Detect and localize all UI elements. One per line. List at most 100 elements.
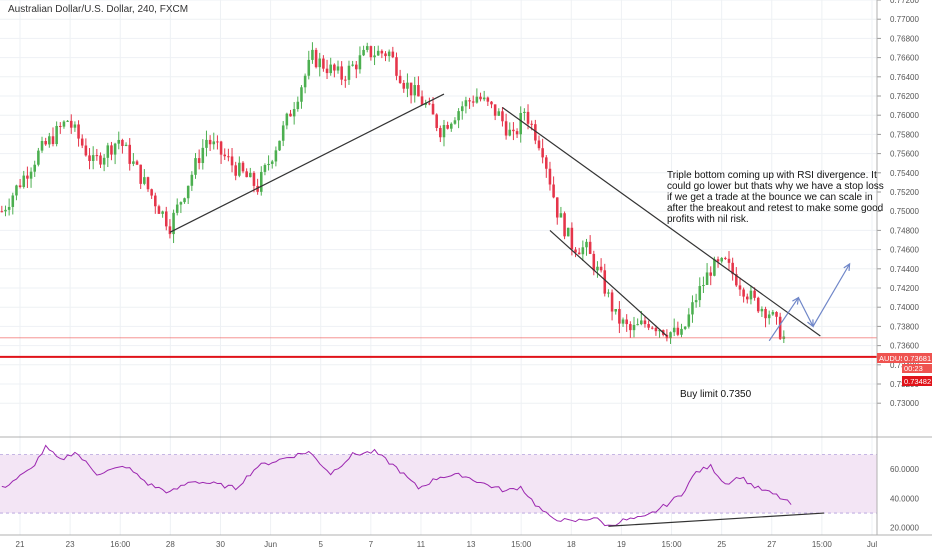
candle-body [274, 150, 278, 162]
candle-body [172, 212, 175, 235]
candle-body [73, 124, 77, 128]
candle-body [143, 177, 146, 184]
candle-body [409, 82, 413, 96]
candle-body [614, 309, 618, 312]
candle-body [691, 302, 694, 315]
x-tick-label: 28 [166, 540, 175, 549]
candle-body [80, 138, 84, 146]
candle-body [51, 136, 55, 145]
candle-body [680, 328, 683, 335]
candle-body [610, 292, 614, 312]
candle-body [742, 289, 745, 297]
candle-body [453, 120, 457, 124]
candle-body [33, 164, 36, 172]
candle-body [577, 252, 581, 255]
candle-body [132, 161, 135, 164]
candle-body [636, 324, 639, 326]
candle-body [296, 101, 300, 110]
x-tick-label: 15:00 [511, 540, 532, 549]
candle-body [417, 85, 420, 97]
candle-body [702, 284, 705, 287]
candle-body [0, 211, 4, 213]
projection-arrow [797, 297, 814, 327]
candle-body [249, 172, 252, 178]
candle-body [749, 290, 753, 300]
candle-body [548, 168, 552, 185]
candle-body [398, 75, 402, 83]
candle-body [139, 164, 142, 184]
y-tick-label: 0.75200 [890, 188, 919, 197]
candle-body [161, 211, 164, 214]
candle-body [384, 53, 387, 57]
candle-body [523, 111, 526, 113]
annotation-line: if we get a trade at the bounce we can s… [667, 192, 873, 203]
candle-body [493, 104, 497, 116]
y-tick-label: 0.76600 [890, 54, 919, 63]
y-tick-label: 0.75600 [890, 150, 919, 159]
candle-body [18, 185, 22, 187]
candle-body [102, 157, 106, 165]
candle-body [391, 51, 395, 58]
candles [0, 42, 786, 344]
candle-body [314, 49, 318, 68]
candle-body [709, 272, 713, 276]
overlay-lines [0, 93, 877, 358]
candle-body [208, 139, 212, 145]
candle-body [154, 195, 157, 207]
x-tick-label: 30 [216, 540, 225, 549]
candle-body [307, 59, 311, 76]
countdown-tag [902, 364, 932, 373]
support-price-label: 0.73482 [904, 377, 931, 386]
candle-body [694, 300, 698, 303]
rsi-pane [1, 444, 825, 527]
candle-body [753, 290, 756, 298]
candle-body [625, 319, 628, 325]
candle-body [303, 75, 307, 88]
y-tick-label: 0.77000 [890, 15, 919, 24]
candle-body [468, 100, 471, 102]
candle-body [745, 296, 749, 300]
candle-body [724, 257, 727, 259]
candle-body [292, 109, 296, 117]
candle-body [252, 172, 256, 186]
x-tick-label: 16:00 [110, 540, 131, 549]
candle-body [157, 206, 161, 214]
candle-body [84, 145, 88, 156]
rsi-band-fill [0, 454, 877, 514]
y-tick-label: 0.74800 [890, 226, 919, 235]
candle-body [643, 320, 647, 325]
candle-body [263, 165, 267, 172]
candle-body [241, 162, 245, 172]
y-tick-label: 0.76200 [890, 92, 919, 101]
candle-body [37, 150, 40, 165]
candle-body [683, 326, 687, 329]
candle-body [545, 157, 548, 169]
y-tick-label: 0.74400 [890, 265, 919, 274]
candle-body [106, 145, 110, 158]
candle-body [669, 332, 672, 339]
candle-body [40, 141, 44, 151]
candle-body [219, 141, 223, 155]
candle-body [318, 58, 322, 68]
rsi-tick-label: 20.0000 [890, 524, 919, 533]
candle-body [687, 314, 691, 327]
candle-body [471, 101, 475, 103]
candle-body [442, 125, 446, 138]
candle-body [767, 314, 771, 319]
candle-body [88, 155, 91, 161]
x-tick-label: 13 [467, 540, 476, 549]
candle-body [340, 66, 343, 80]
candle-body [325, 68, 329, 74]
x-tick-label: 7 [369, 540, 374, 549]
candle-body [439, 128, 442, 138]
candle-body [216, 141, 219, 143]
candle-body [365, 46, 369, 50]
candle-body [552, 184, 555, 198]
y-tick-label: 0.74000 [890, 303, 919, 312]
x-tick-label: 15:00 [662, 540, 683, 549]
candle-body [658, 330, 661, 332]
y-tick-label: 0.73600 [890, 342, 919, 351]
candle-body [256, 185, 259, 192]
